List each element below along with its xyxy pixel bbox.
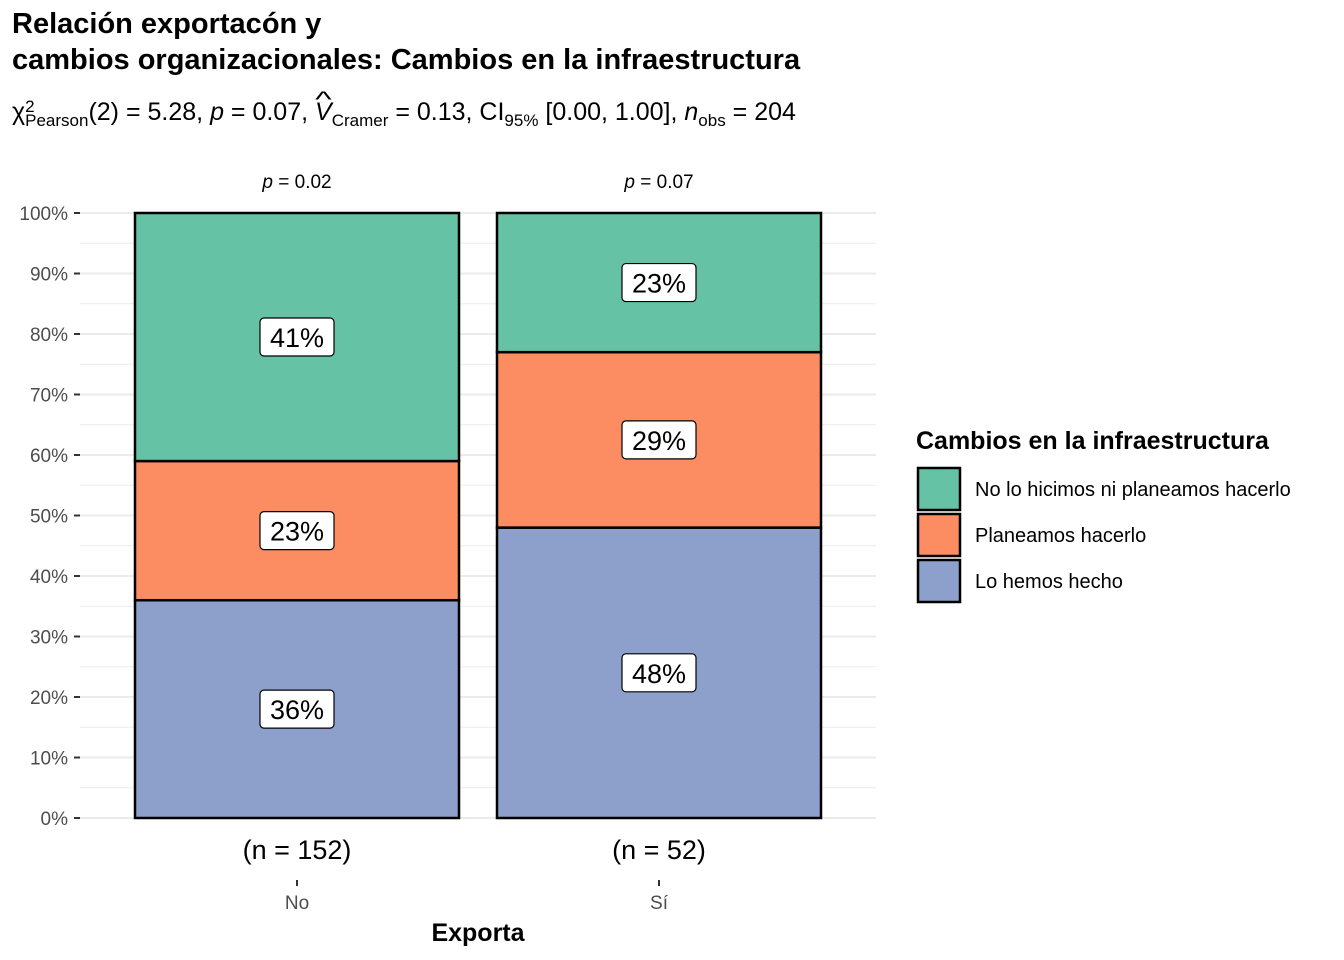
x-axis-title: Exporta	[431, 919, 525, 947]
y-tick-label: 100%	[19, 204, 68, 225]
data-label-box	[621, 420, 697, 460]
hat-accent: ^	[315, 87, 332, 112]
legend: Cambios en la infraestructura No lo hicim…	[916, 427, 1291, 604]
sample-size-label: (n = 152)	[243, 835, 352, 865]
n-sub: obs	[698, 111, 726, 130]
ci-value: [0.00, 1.00],	[538, 98, 685, 126]
data-label: 23%	[270, 517, 324, 547]
ci-sub: 95%	[504, 111, 539, 130]
n-label: n	[684, 98, 699, 126]
y-tick-label: 50%	[30, 507, 68, 528]
y-tick-label: 0%	[41, 809, 69, 830]
data-label-box	[621, 262, 697, 303]
y-tick-label: 90%	[30, 265, 68, 286]
data-label: 29%	[632, 426, 686, 456]
legend-swatch	[916, 512, 962, 558]
chi-sup-sub: 2 Pearson	[25, 97, 89, 130]
v-label: V ^	[315, 87, 332, 126]
data-label: 48%	[632, 659, 686, 689]
y-tick-label: 10%	[30, 749, 68, 770]
v-sub: Cramer	[331, 111, 389, 130]
y-tick-label: 60%	[30, 446, 68, 467]
y-axis: 0% 10% 20% 30% 40% 50% 60% 70% 80% 90% 100%	[19, 204, 80, 830]
n-value: = 204	[725, 98, 796, 126]
y-tick-label: 40%	[30, 567, 68, 588]
data-label-box	[259, 511, 335, 551]
chi-symbol: χ	[12, 98, 26, 126]
legend-label: Lo hemos hecho	[975, 571, 1123, 593]
chi-sup: 2	[25, 97, 35, 116]
y-tick-label: 70%	[30, 386, 68, 407]
data-label: 23%	[632, 269, 686, 299]
legend-swatch	[916, 558, 962, 604]
data-label: 36%	[270, 695, 324, 725]
y-tick-label: 80%	[30, 325, 68, 346]
legend-swatch	[916, 466, 962, 512]
data-label-box	[259, 317, 335, 357]
sample-size-label: (n = 52)	[612, 835, 706, 865]
p-value-annotation: p = 0.02	[261, 172, 331, 193]
legend-label: Planeamos hacerlo	[975, 525, 1146, 547]
x-tick-label: Sí	[650, 893, 669, 914]
bar-segment	[133, 459, 461, 602]
bars: 36% 23% 41% p = 0.02 48% 29% 23% p = 0.07	[133, 172, 823, 820]
y-tick-label: 20%	[30, 688, 68, 709]
stats-subtitle: χ 2 Pearson (2) = 5.28, p = 0.07, V ^ Cramer …	[12, 87, 796, 141]
title-line-1: Relación exportacón y	[12, 8, 322, 40]
title-line-2: cambios organizacionales: Cambios en la …	[12, 44, 801, 76]
p-label: p	[210, 98, 224, 126]
chi-sub: Pearson	[25, 111, 89, 130]
x-axis: (n = 152) No (n = 52) Sí	[243, 835, 706, 914]
chi-df: (2) = 5.28,	[88, 98, 211, 126]
data-label-box	[621, 653, 697, 693]
y-tick-label: 30%	[30, 628, 68, 649]
x-tick-label: No	[285, 893, 309, 914]
legend-title: Cambios en la infraestructura	[916, 427, 1270, 455]
data-label: 41%	[270, 323, 324, 353]
data-label-box	[259, 689, 335, 729]
chart-title: Relación exportacón y cambios organizaci…	[12, 6, 800, 78]
v-value: = 0.13, CI	[388, 98, 505, 126]
p-value-annotation: p = 0.07	[623, 172, 693, 193]
p-value: = 0.07,	[223, 98, 316, 126]
legend-label: No lo hicimos ni planeamos hacerlo	[975, 479, 1291, 501]
